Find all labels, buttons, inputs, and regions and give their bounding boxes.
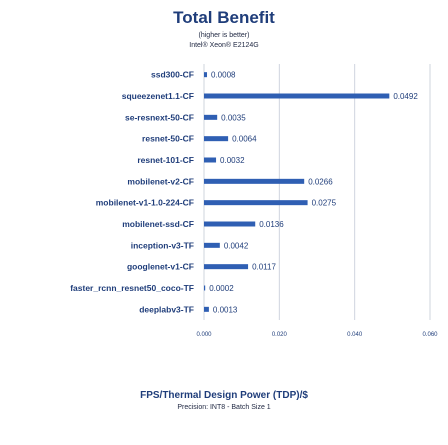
category-label: faster_rcnn_resnet50_coco-TF <box>70 283 194 293</box>
bar <box>204 72 208 78</box>
x-tick-label: 0.020 <box>272 332 288 338</box>
chart-subtitle-platform: Intel® Xeon® E2124G <box>189 42 259 49</box>
category-label: squeezenet1.1-CF <box>122 91 194 101</box>
bar <box>204 264 249 270</box>
bar <box>204 221 256 227</box>
value-label: 0.0042 <box>224 241 249 250</box>
bar <box>204 136 229 142</box>
category-label: deeplabv3-TF <box>139 304 194 314</box>
category-label: resnet-101-CF <box>137 155 194 165</box>
category-label: ssd300-CF <box>151 70 194 80</box>
x-tick-label: 0.000 <box>196 332 212 338</box>
chart-subtitle-better: (higher is better) <box>198 32 250 39</box>
x-tick-label: 0.060 <box>422 332 438 338</box>
value-label: 0.0035 <box>221 113 246 122</box>
category-label: se-resnext-50-CF <box>125 112 194 122</box>
value-label: 0.0013 <box>213 305 238 314</box>
bar <box>204 285 206 291</box>
bar <box>204 200 308 206</box>
category-label: mobilenet-ssd-CF <box>122 219 194 229</box>
bar <box>204 306 209 312</box>
value-label: 0.0032 <box>220 156 245 165</box>
category-label: resnet-50-CF <box>142 134 194 144</box>
category-label: inception-v3-TF <box>131 240 194 250</box>
bar <box>204 242 220 248</box>
value-label: 0.0117 <box>252 263 276 272</box>
bar <box>204 114 218 120</box>
x-tick-label: 0.040 <box>347 332 363 338</box>
value-label: 0.0492 <box>393 92 418 101</box>
value-label: 0.0266 <box>308 177 333 186</box>
chart-title: Total Benefit <box>173 8 275 27</box>
value-label: 0.0008 <box>211 71 236 80</box>
precision-note: Precision: INT8 - Batch Size 1 <box>177 404 271 411</box>
bar <box>204 93 390 99</box>
value-label: 0.0064 <box>232 135 257 144</box>
x-axis-title: FPS/Thermal Design Power (TDP)/$ <box>140 390 308 401</box>
category-label: mobilenet-v1-1.0-224-CF <box>96 198 194 208</box>
category-label: googlenet-v1-CF <box>127 262 194 272</box>
bar <box>204 178 305 184</box>
value-label: 0.0136 <box>259 220 284 229</box>
value-label: 0.0002 <box>209 284 234 293</box>
bar <box>204 157 217 163</box>
category-label: mobilenet-v2-CF <box>127 176 194 186</box>
value-label: 0.0275 <box>312 199 337 208</box>
